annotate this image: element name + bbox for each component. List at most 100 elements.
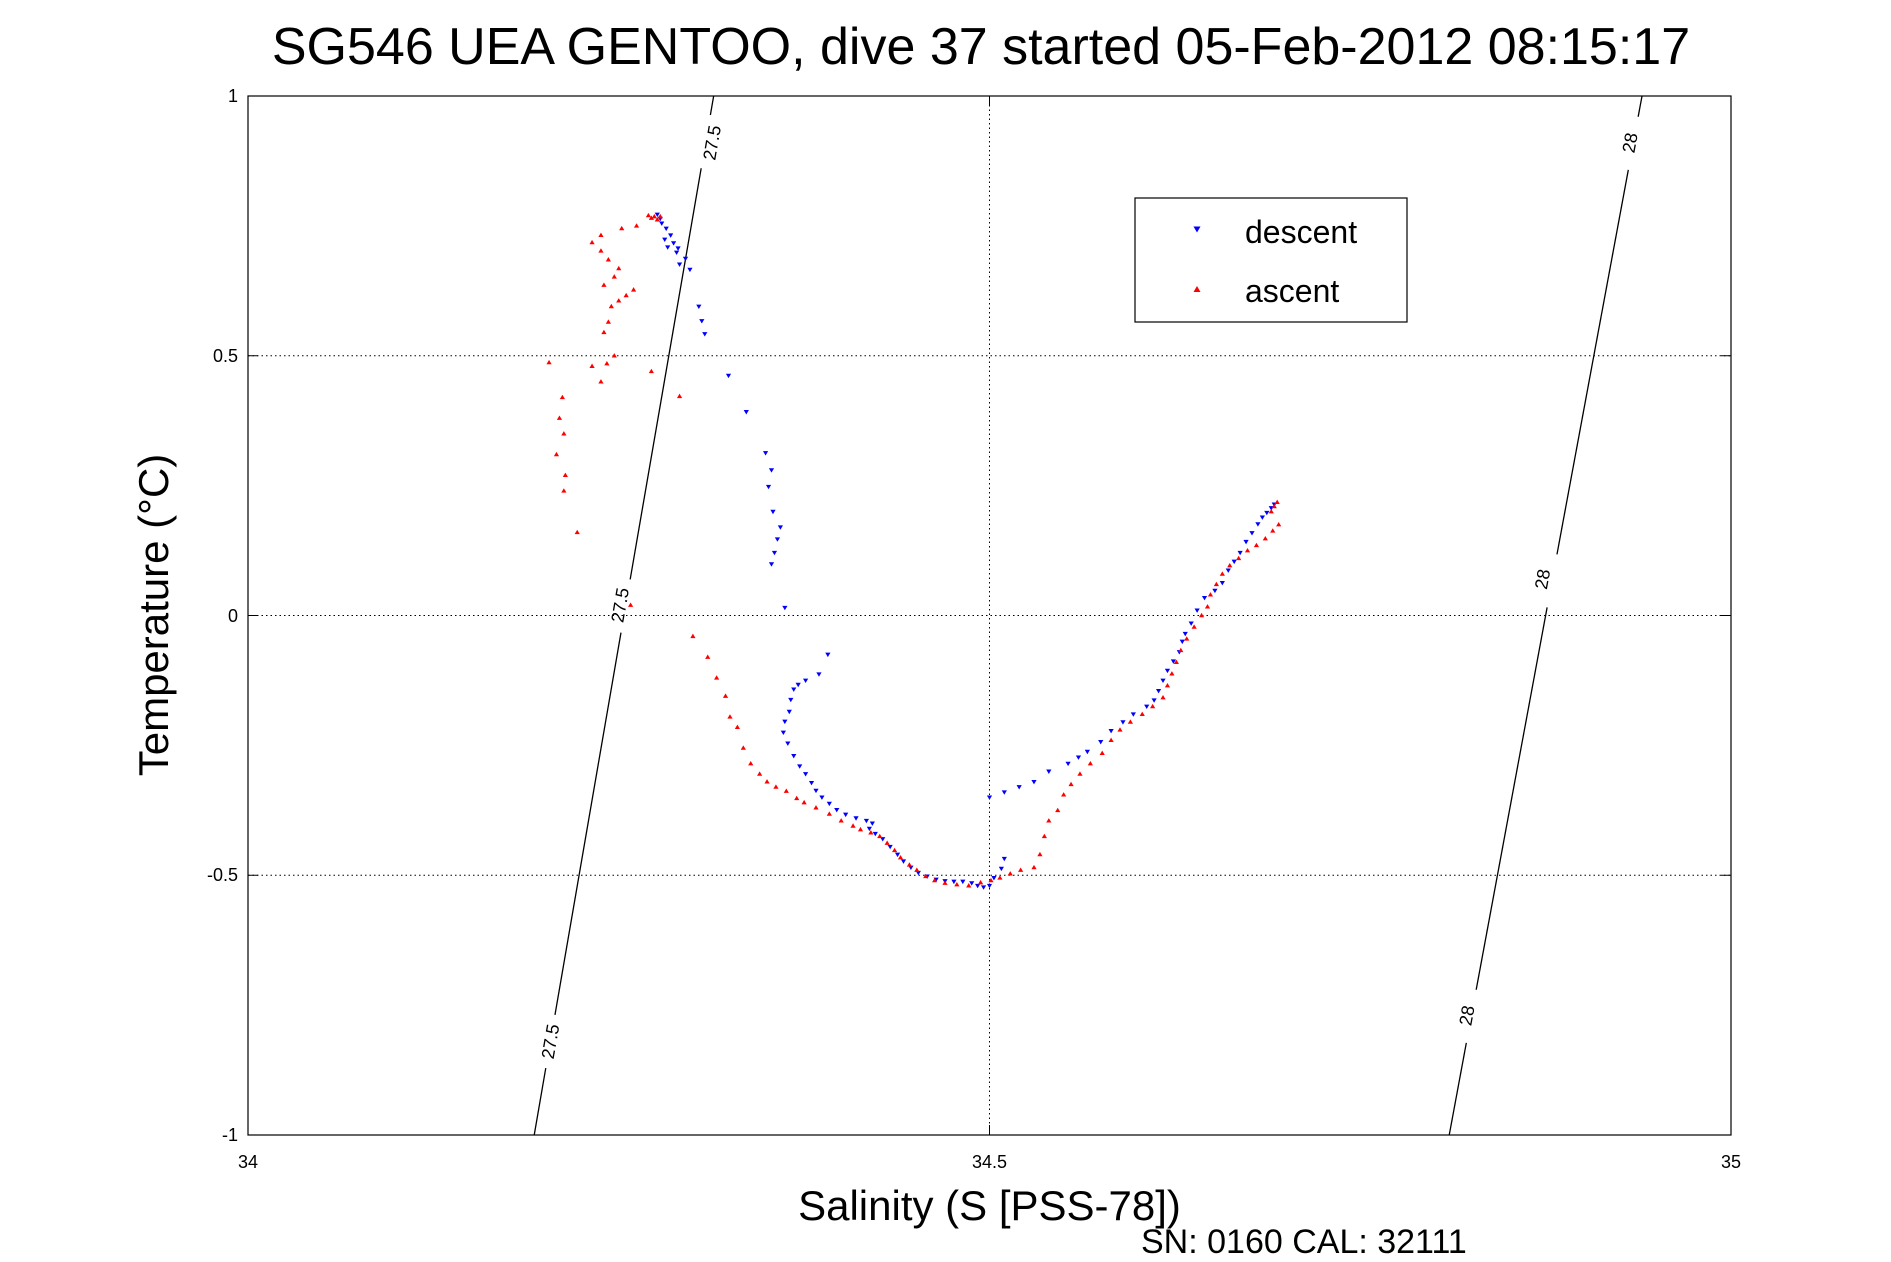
ascent-point <box>1271 503 1277 509</box>
descent-point <box>1237 550 1243 556</box>
ascent-point <box>589 239 595 245</box>
descent-point <box>1264 510 1270 516</box>
ascent-point <box>932 877 938 883</box>
ascent-point <box>1274 499 1280 505</box>
y-tick-label-1: 1 <box>228 86 238 106</box>
descent-point <box>663 226 669 232</box>
ascent-point <box>1108 737 1114 742</box>
ascent-point <box>1046 818 1052 823</box>
contour-line-1 <box>709 95 715 116</box>
descent-point <box>887 844 893 850</box>
ascent-point <box>1037 851 1043 857</box>
ascent-point <box>598 232 604 238</box>
ascent-point <box>690 633 696 639</box>
ascent-point <box>676 393 683 399</box>
legend-box <box>1134 197 1408 323</box>
ascent-point <box>1276 521 1282 527</box>
descent-point <box>1249 531 1255 536</box>
ascent-point <box>648 215 654 220</box>
ascent-point <box>1191 624 1197 629</box>
descent-point <box>880 837 886 842</box>
ascent-point <box>608 303 614 309</box>
descent-point <box>788 697 794 703</box>
ascent-point <box>1178 647 1184 653</box>
descent-point <box>1194 608 1200 613</box>
ascent-point <box>1139 711 1145 717</box>
ascent-point <box>1213 581 1219 587</box>
descent-point <box>969 881 975 886</box>
contour-label: 28 <box>1618 131 1641 154</box>
series-descent <box>654 212 1277 890</box>
descent-point <box>676 262 683 267</box>
ascent-point <box>654 217 660 222</box>
ascent-point <box>1031 864 1037 870</box>
ascent-point <box>1150 703 1156 709</box>
series-ascent <box>546 212 1282 888</box>
descent-point <box>872 831 878 837</box>
legend-marker-descent <box>1193 226 1201 233</box>
descent-point <box>687 267 693 273</box>
legend: descent ascent <box>1134 197 1408 323</box>
ascent-point <box>748 760 754 766</box>
ascent-point <box>657 213 663 219</box>
ascent-point <box>619 225 625 231</box>
ascent-point <box>553 451 560 457</box>
descent-point <box>782 605 788 611</box>
descent-point <box>671 241 677 246</box>
ascent-point <box>630 287 637 292</box>
y-tick-label-0-5: 0.5 <box>213 346 238 366</box>
descent-point <box>960 879 966 885</box>
descent-point <box>1108 729 1114 734</box>
descent-point <box>665 245 671 250</box>
ascent-point <box>813 805 819 810</box>
ascent-point <box>868 830 874 835</box>
ascent-point <box>546 359 552 365</box>
descent-point <box>991 876 997 881</box>
contour-line-2 <box>1448 1042 1467 1136</box>
descent-point <box>951 879 957 885</box>
ascent-point <box>616 265 622 271</box>
descent-point <box>1164 668 1171 674</box>
descent-point <box>1170 659 1176 664</box>
ascent-point <box>605 319 611 324</box>
ascent-point <box>727 714 733 719</box>
ascent-point <box>1236 555 1242 561</box>
y-tick-label-neg-1: -1 <box>222 1125 238 1145</box>
ascent-point <box>1204 604 1211 609</box>
data-series <box>546 212 1282 890</box>
descent-point <box>659 221 665 226</box>
ascent-point <box>857 826 864 832</box>
descent-point <box>782 719 788 725</box>
descent-point <box>1188 621 1194 626</box>
descent-point <box>1219 580 1225 586</box>
ascent-point <box>648 368 654 374</box>
ascent-point <box>740 745 746 750</box>
y-tick-label-0: 0 <box>228 606 238 626</box>
descent-point <box>1182 631 1188 637</box>
ascent-point <box>598 379 604 384</box>
ascent-point <box>605 257 611 262</box>
descent-point <box>915 870 921 876</box>
axis-ticks <box>247 95 1732 1136</box>
chart-title: SG546 UEA GENTOO, dive 37 started 05-Feb… <box>272 18 1690 76</box>
descent-point <box>980 885 987 890</box>
descent-point <box>825 652 831 658</box>
ascent-point <box>589 363 595 368</box>
descent-point <box>826 801 832 807</box>
ascent-point <box>611 274 617 279</box>
ascent-point <box>794 795 800 801</box>
descent-point <box>853 816 859 821</box>
descent-point <box>743 410 749 415</box>
descent-point <box>816 672 822 677</box>
descent-point <box>1016 785 1022 790</box>
ascent-point <box>734 724 740 729</box>
descent-point <box>699 319 705 324</box>
ascent-point <box>601 282 607 287</box>
ascent-point <box>826 811 832 816</box>
ascent-point <box>923 873 929 879</box>
descent-point <box>774 537 781 542</box>
descent-point <box>975 883 981 889</box>
ascent-point <box>1219 571 1225 576</box>
